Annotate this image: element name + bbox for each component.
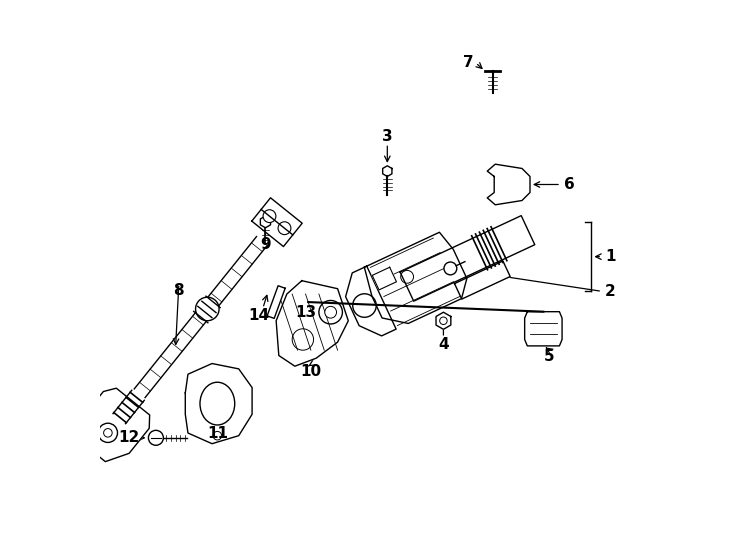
Text: 13: 13: [295, 305, 316, 320]
Polygon shape: [134, 309, 208, 397]
Text: 7: 7: [463, 55, 474, 70]
Text: 3: 3: [382, 129, 393, 144]
Text: 11: 11: [207, 426, 228, 441]
Text: 2: 2: [605, 284, 616, 299]
Circle shape: [263, 210, 276, 222]
Polygon shape: [525, 312, 562, 346]
Polygon shape: [267, 286, 285, 319]
Circle shape: [148, 430, 164, 445]
Polygon shape: [382, 166, 392, 177]
Polygon shape: [400, 215, 535, 301]
Polygon shape: [454, 261, 510, 299]
Polygon shape: [261, 216, 271, 228]
Text: 4: 4: [438, 338, 448, 352]
Text: 1: 1: [605, 249, 615, 264]
Text: 6: 6: [564, 177, 575, 192]
Polygon shape: [276, 281, 349, 366]
Circle shape: [278, 222, 291, 234]
Text: 14: 14: [249, 308, 269, 323]
Polygon shape: [252, 198, 302, 247]
Polygon shape: [206, 237, 267, 308]
Polygon shape: [436, 312, 451, 329]
Text: 5: 5: [543, 349, 554, 364]
Text: 9: 9: [260, 237, 271, 252]
Polygon shape: [80, 388, 150, 462]
Polygon shape: [364, 232, 467, 323]
Text: 12: 12: [119, 430, 139, 445]
Polygon shape: [185, 363, 252, 444]
Text: 8: 8: [173, 283, 184, 298]
Circle shape: [98, 423, 117, 442]
Polygon shape: [346, 266, 396, 336]
Polygon shape: [487, 164, 530, 205]
Circle shape: [195, 297, 219, 321]
Polygon shape: [372, 267, 396, 290]
Circle shape: [444, 262, 457, 275]
Circle shape: [324, 306, 336, 318]
Text: 10: 10: [300, 364, 321, 379]
Circle shape: [319, 300, 343, 324]
